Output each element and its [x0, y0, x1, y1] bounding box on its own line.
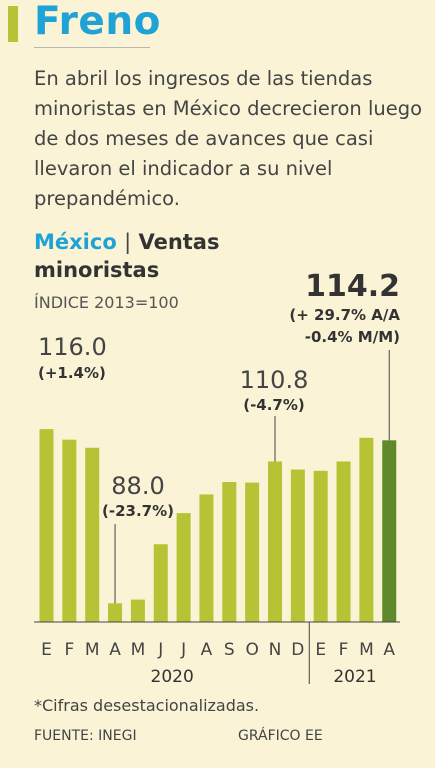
chart-title-topic-line2: minoristas: [34, 258, 160, 282]
annotation-value-jan-2020: 116.0: [38, 333, 107, 361]
footnote: *Cifras desestacionalizadas.: [34, 696, 260, 715]
month-label-7: A: [201, 640, 213, 660]
month-label-2: M: [85, 640, 100, 660]
bar-13: [336, 461, 351, 622]
chart-title: México | Ventas minoristas: [34, 228, 219, 284]
annotation-change-yoy-apr-2021: (+ 29.7% A/A: [289, 306, 400, 324]
bar-8: [222, 482, 237, 622]
bar-9: [245, 482, 260, 622]
annotation-change-mom-apr-2021: -0.4% M/M): [305, 328, 400, 346]
chart-title-country: México: [34, 230, 117, 254]
bar-0: [39, 429, 54, 622]
bar-4: [130, 599, 145, 622]
title-accent-bar: [8, 6, 18, 42]
month-label-9: O: [245, 640, 258, 660]
month-label-12: E: [315, 640, 326, 660]
page-title: Freno: [34, 0, 161, 44]
month-label-4: M: [131, 640, 146, 660]
month-label-1: F: [64, 640, 74, 660]
credit-label: GRÁFICO EE: [238, 728, 323, 744]
year-label-0: 2020: [151, 667, 194, 687]
month-label-8: S: [224, 640, 235, 660]
month-label-15: A: [383, 640, 395, 660]
description: En abril los ingresos de las tiendas min…: [34, 67, 423, 210]
bar-5: [153, 544, 168, 622]
chart-title-separator: |: [124, 230, 132, 254]
annotation-value-apr-2020: 88.0: [111, 472, 164, 500]
annotation-change-jan-2020: (+1.4%): [38, 364, 106, 382]
annotation-change-apr-2020: (-23.7%): [102, 502, 174, 520]
month-label-0: E: [41, 640, 52, 660]
month-label-10: N: [269, 640, 282, 660]
annotation-value-apr-2021: 114.2: [305, 269, 400, 304]
bar-12: [313, 470, 328, 622]
bar-10: [268, 461, 282, 622]
bar-7: [199, 494, 214, 622]
source-label: FUENTE: INEGI: [34, 728, 137, 744]
month-label-11: D: [291, 640, 304, 660]
annotation-change-nov-2020: (-4.7%): [243, 396, 305, 414]
year-label-1: 2021: [333, 667, 376, 687]
bar-3: [108, 603, 123, 622]
index-label: ÍNDICE 2013=100: [34, 293, 179, 312]
month-label-6: J: [180, 640, 186, 660]
chart-title-topic-line1: Ventas: [138, 230, 220, 254]
annotation-value-nov-2020: 110.8: [240, 366, 309, 394]
bar-11: [290, 469, 305, 622]
month-label-3: A: [109, 640, 121, 660]
month-label-5: J: [157, 640, 163, 660]
month-label-13: F: [339, 640, 349, 660]
bar-1: [62, 439, 77, 622]
title-rule: [34, 47, 150, 48]
bar-14: [359, 437, 374, 622]
bar-6: [176, 513, 191, 622]
bar-15: [382, 440, 397, 622]
bar-2: [85, 447, 100, 622]
month-label-14: M: [359, 640, 374, 660]
